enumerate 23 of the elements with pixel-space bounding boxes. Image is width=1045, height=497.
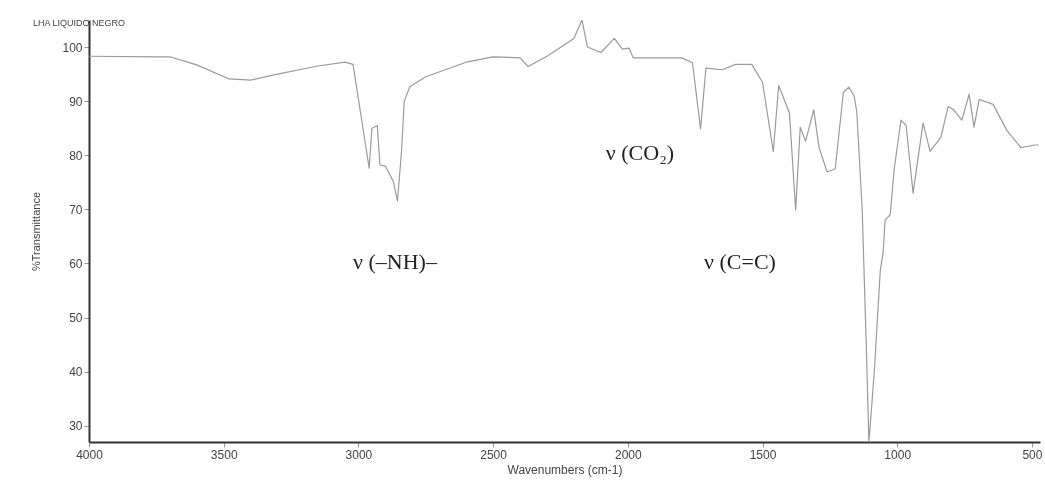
y-tick-label: 70 xyxy=(69,202,83,217)
x-tick-label: 3500 xyxy=(210,447,238,462)
y-tick-label: 50 xyxy=(69,311,83,326)
y-tick-label: 90 xyxy=(69,94,83,109)
x-tick-label: 1000 xyxy=(884,447,912,462)
x-tick-label: 2000 xyxy=(614,447,642,462)
y-tick-label: 80 xyxy=(69,148,83,163)
x-tick-label: 2500 xyxy=(480,447,508,462)
y-tick-label: 60 xyxy=(69,256,83,271)
annotation: ν (–NH)– xyxy=(353,249,438,274)
y-tick-label: 40 xyxy=(69,365,83,380)
line-series xyxy=(89,20,1040,442)
annotation: ν (C=C) xyxy=(704,249,776,274)
y-tick-label: 30 xyxy=(69,419,83,434)
x-axis-title: Wavenumbers (cm-1) xyxy=(507,462,623,477)
annotation: ν (CO₂) xyxy=(605,140,675,165)
x-tick-label: 4000 xyxy=(76,447,104,462)
x-tick-label: 3000 xyxy=(345,447,373,462)
x-tick-label: 500 xyxy=(1022,447,1043,462)
y-tick-label: 100 xyxy=(62,40,83,55)
y-axis-title: %Transmittance xyxy=(30,191,43,272)
x-tick-label: 1500 xyxy=(749,447,777,462)
chart-title: LHA LIQUIDO NEGRO xyxy=(32,18,126,28)
